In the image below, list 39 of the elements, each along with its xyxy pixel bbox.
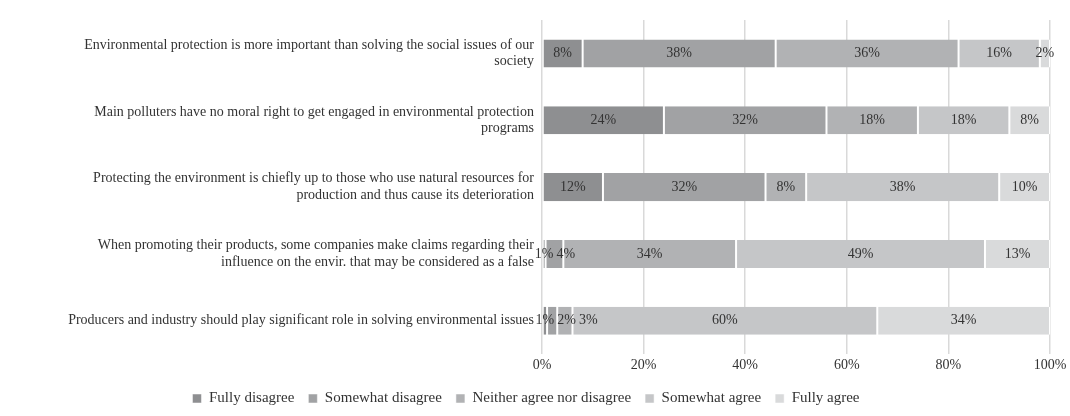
y-tick-label: Protecting the environment is chiefly up to those who use natural resources for production and thus cause its deterioration [93,170,535,203]
data-label: 36% [854,45,881,61]
legend-label: Neither agree nor disagree [472,389,632,406]
data-label: 24% [590,111,617,127]
data-label: 38% [666,45,693,61]
legend-label: Somewhat agree [661,389,762,406]
y-tick-label: Producers and industry should play significant role in solving environmental issues [68,312,534,328]
data-label: 1% [534,245,554,261]
data-label: 8% [553,45,573,61]
data-label: 49% [847,245,874,261]
data-label: 8% [1020,111,1040,127]
data-label: 10% [1011,178,1038,194]
y-tick-label: When promoting their products, some companies make claims regarding their influence on the envir. that may be considered as a false [97,237,535,270]
data-label: 34% [636,245,663,261]
data-label: 8% [776,178,796,194]
data-label: 34% [950,312,977,328]
x-tick-label: 80% [935,357,962,373]
legend-label: Somewhat disagree [324,389,443,406]
y-tick-label: Main polluters have no moral right to get engaged in environmental protection programs [94,103,534,136]
data-label: 60% [712,312,739,328]
x-tick-label: 0% [532,357,552,373]
data-label: 18% [859,111,886,127]
data-label: 32% [671,178,698,194]
data-label: 16% [986,45,1013,61]
data-label: 2% [1035,45,1055,61]
legend-label: Fully disagree [208,389,295,406]
x-tick-label: 100% [1033,357,1067,373]
x-tick-label: 60% [833,357,860,373]
legend-label: Fully agree [791,389,860,406]
data-label: 1% [535,312,555,328]
data-label: 3% [578,312,598,328]
data-label: 32% [732,111,759,127]
data-label: 38% [889,178,916,194]
x-tick-label: 20% [630,357,657,373]
y-tick-label: Environmental protection is more important than solving the social issues of our society [84,36,535,69]
x-tick-label: 40% [732,357,759,373]
data-label: 13% [1004,245,1031,261]
data-label: 18% [950,111,977,127]
data-label: 12% [560,178,587,194]
